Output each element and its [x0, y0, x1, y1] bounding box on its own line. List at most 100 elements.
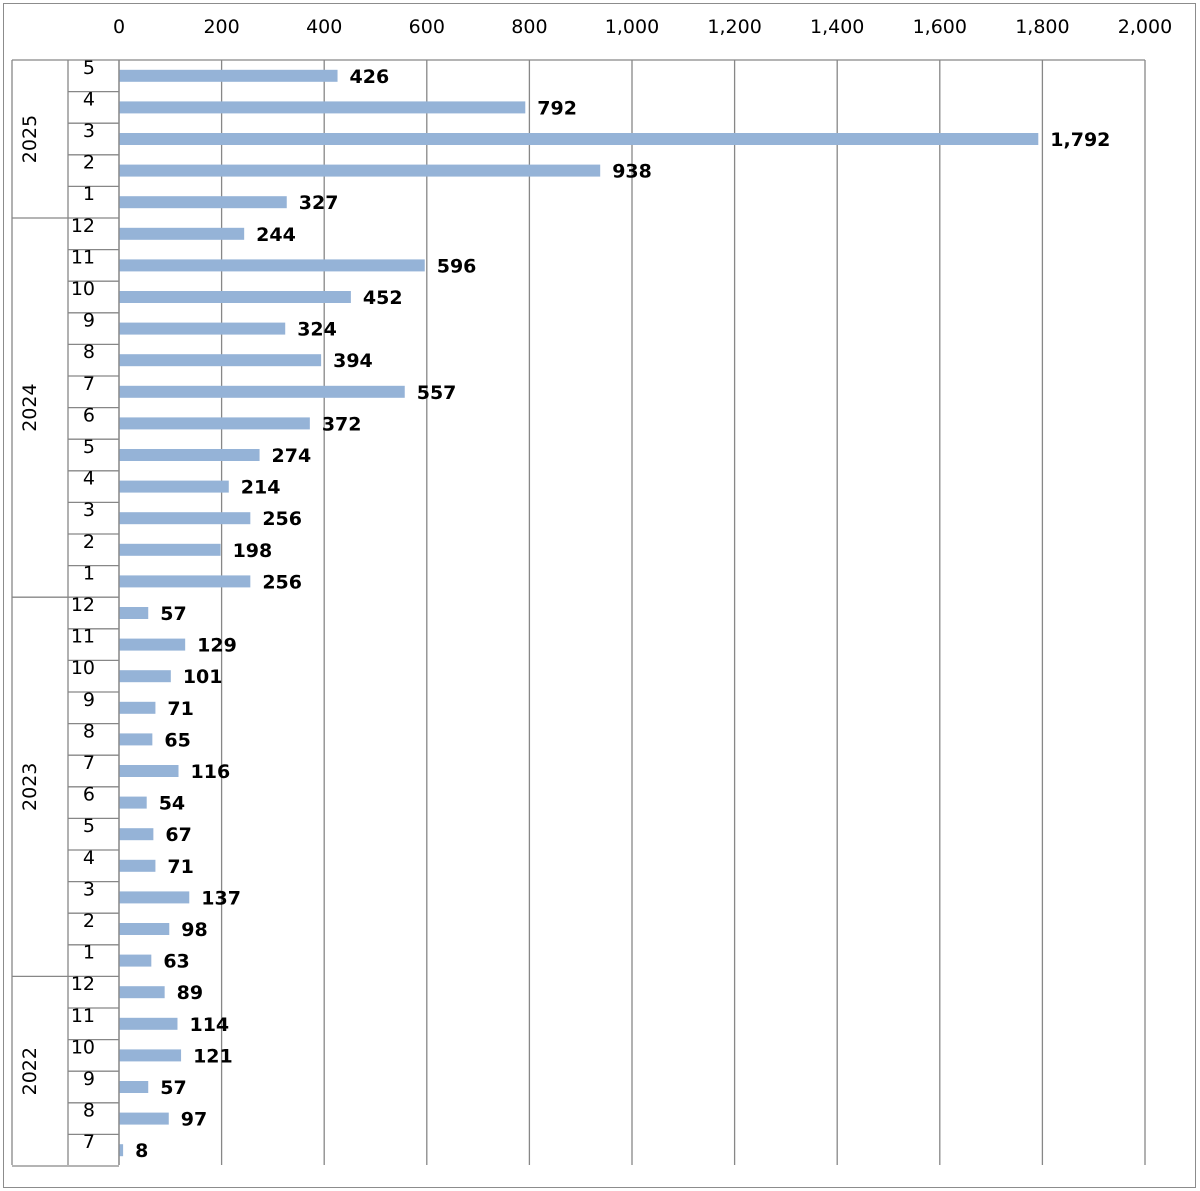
year-label: 2022 [19, 1047, 41, 1095]
bar [119, 765, 179, 777]
category-label: 7 [83, 752, 95, 774]
bar [119, 449, 260, 461]
bar [119, 954, 152, 967]
category-label: 3 [83, 120, 95, 142]
year-label: 2023 [19, 763, 41, 811]
data-label: 426 [350, 66, 390, 88]
x-tick-label: 2,000 [1118, 16, 1172, 38]
category-label: 12 [71, 594, 95, 616]
bar [119, 828, 154, 841]
data-label: 97 [181, 1109, 207, 1131]
data-label: 198 [233, 540, 273, 562]
category-label: 2 [83, 152, 95, 174]
category-label: 12 [71, 973, 95, 995]
data-label: 327 [299, 192, 339, 214]
bar [119, 1017, 178, 1030]
bar [119, 638, 186, 651]
data-label: 71 [167, 698, 193, 720]
bar [119, 1049, 182, 1062]
data-label: 394 [333, 350, 373, 372]
data-label: 101 [183, 666, 223, 688]
category-label: 5 [83, 436, 95, 458]
data-label: 116 [191, 761, 231, 783]
bar [119, 670, 171, 683]
category-label: 2 [83, 531, 95, 553]
data-label: 244 [256, 224, 296, 246]
bar [119, 1144, 124, 1157]
bar [119, 733, 153, 746]
data-label: 63 [163, 951, 189, 973]
data-label: 57 [160, 603, 186, 625]
category-label: 7 [83, 373, 95, 395]
data-label: 452 [363, 287, 403, 309]
data-label: 938 [612, 161, 652, 183]
bar [119, 385, 405, 398]
category-label: 6 [83, 404, 95, 426]
bar [119, 101, 526, 114]
category-label: 4 [83, 88, 95, 110]
category-label: 10 [71, 1036, 95, 1058]
category-label: 10 [71, 278, 95, 300]
bar [119, 259, 425, 272]
category-label: 4 [83, 847, 95, 869]
data-label: 98 [181, 919, 207, 941]
bar [119, 196, 287, 209]
data-label: 67 [165, 824, 191, 846]
category-label: 9 [83, 689, 95, 711]
data-label: 121 [193, 1045, 233, 1067]
bar [119, 986, 165, 999]
x-tick-label: 1,600 [913, 16, 967, 38]
x-tick-label: 400 [306, 16, 342, 38]
data-label: 65 [164, 729, 190, 751]
data-label: 114 [189, 1014, 229, 1036]
category-label: 12 [71, 215, 95, 237]
x-tick-label: 1,200 [707, 16, 761, 38]
x-tick-label: 600 [409, 16, 445, 38]
category-label: 10 [71, 657, 95, 679]
bar [119, 354, 322, 367]
category-label: 6 [83, 784, 95, 806]
bar [119, 322, 286, 335]
data-label: 137 [201, 887, 241, 909]
bar [119, 923, 170, 935]
x-tick-label: 800 [511, 16, 547, 38]
bar [119, 607, 149, 619]
bar [119, 417, 310, 430]
data-label: 57 [160, 1077, 186, 1099]
bar [119, 164, 601, 177]
category-label: 11 [71, 1005, 95, 1027]
x-tick-label: 0 [113, 16, 125, 38]
data-label: 324 [297, 319, 337, 341]
bar [119, 133, 1039, 145]
x-tick-label: 1,400 [810, 16, 864, 38]
category-label: 11 [71, 246, 95, 268]
bar [119, 575, 251, 588]
data-label: 8 [135, 1140, 148, 1162]
bar [119, 227, 245, 240]
category-label: 3 [83, 878, 95, 900]
category-label: 8 [83, 720, 95, 742]
bar [119, 1081, 149, 1093]
data-label: 372 [322, 413, 362, 435]
bar [119, 891, 190, 904]
category-label: 4 [83, 468, 95, 490]
data-label: 1,792 [1050, 129, 1110, 151]
category-label: 1 [83, 942, 95, 964]
category-label: 2 [83, 910, 95, 932]
category-label: 8 [83, 341, 95, 363]
data-label: 557 [417, 382, 457, 404]
bar [119, 859, 156, 872]
category-label: 8 [83, 1100, 95, 1122]
category-label: 9 [83, 310, 95, 332]
data-label: 89 [177, 982, 203, 1004]
bar [119, 1112, 169, 1125]
bar [119, 69, 338, 82]
category-label: 1 [83, 562, 95, 584]
data-label: 792 [537, 97, 577, 119]
bar [119, 701, 156, 714]
x-tick-label: 1,000 [605, 16, 659, 38]
bar [119, 543, 221, 556]
category-label: 7 [83, 1131, 95, 1153]
x-tick-label: 1,800 [1015, 16, 1069, 38]
